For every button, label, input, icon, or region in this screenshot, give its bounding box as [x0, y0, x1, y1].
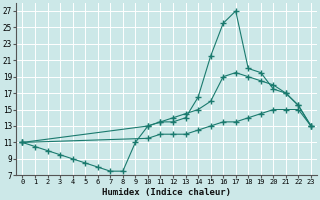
X-axis label: Humidex (Indice chaleur): Humidex (Indice chaleur) [102, 188, 231, 197]
